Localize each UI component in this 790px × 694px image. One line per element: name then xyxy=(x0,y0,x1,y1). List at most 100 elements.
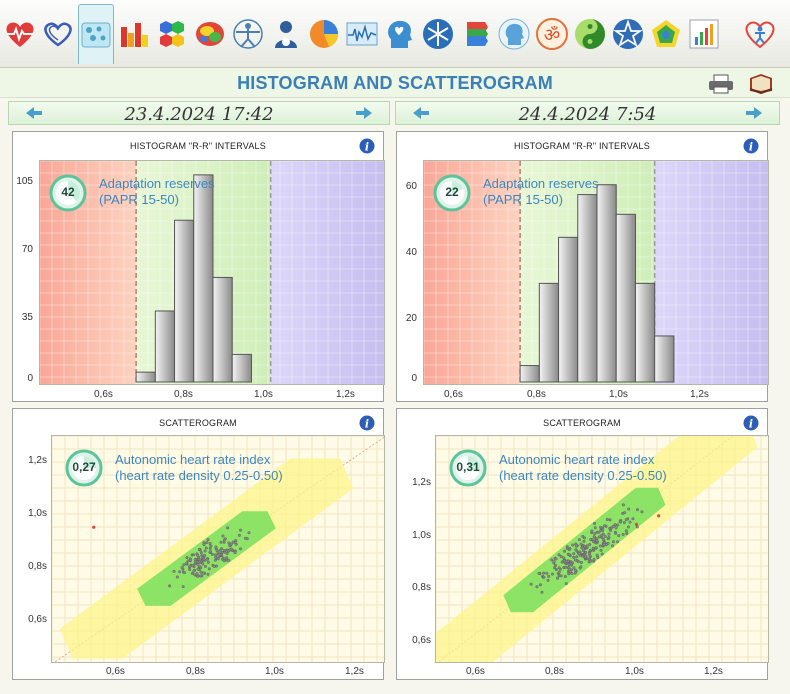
waveform-icon xyxy=(346,22,378,46)
scatter-point xyxy=(229,542,233,546)
legend-line-1: Adaptation reserves xyxy=(483,176,599,191)
scatter-point xyxy=(568,553,572,557)
tool-bar-chart[interactable] xyxy=(116,4,152,64)
scatter-point xyxy=(575,555,579,559)
x-tick: 0,6s xyxy=(94,389,113,400)
tool-heart-pulse[interactable] xyxy=(2,4,38,64)
histogram-plot xyxy=(39,160,385,385)
scatter-point xyxy=(550,558,554,562)
scatter-point xyxy=(572,566,576,570)
tool-heart-person[interactable] xyxy=(742,4,778,64)
scatter-points xyxy=(529,503,644,594)
tool-cells[interactable] xyxy=(78,4,114,64)
scatter-point xyxy=(550,572,554,576)
scatter-point xyxy=(186,559,190,563)
scatter-plot xyxy=(51,435,385,663)
adaptation-value: 42 xyxy=(61,185,75,199)
tool-person[interactable] xyxy=(268,4,304,64)
scatter-point xyxy=(602,538,606,542)
scatter-point xyxy=(214,545,218,549)
x-tick: 1,2s xyxy=(345,666,364,677)
panel-title: HISTOGRAM "R-R" INTERVALS xyxy=(130,141,266,151)
next-arrow-icon[interactable] xyxy=(355,105,373,121)
info-icon[interactable]: i xyxy=(743,138,759,154)
x-tick: 0,6s xyxy=(466,666,485,677)
tool-snowflake[interactable] xyxy=(420,4,456,64)
scatter-point xyxy=(574,542,578,546)
scatter-point xyxy=(594,546,598,550)
scatter-point xyxy=(198,574,202,578)
y-tick: 60 xyxy=(405,181,417,192)
book-icon[interactable] xyxy=(748,72,774,94)
info-icon[interactable]: i xyxy=(359,415,375,431)
session-date: 24.4.2024 7:54 xyxy=(518,104,657,125)
tool-yin-yang[interactable] xyxy=(572,4,608,64)
scatter-point xyxy=(584,550,588,554)
scatter-point xyxy=(603,524,607,528)
scatter-point xyxy=(225,556,229,560)
next-arrow-icon[interactable] xyxy=(745,105,763,121)
y-tick: 105 xyxy=(16,176,33,187)
y-tick: 40 xyxy=(405,247,417,258)
session-date: 23.4.2024 17:42 xyxy=(124,104,274,125)
info-icon[interactable]: i xyxy=(743,415,759,431)
scatter-point xyxy=(193,558,197,562)
person-icon xyxy=(275,21,297,48)
tool-hexagons[interactable] xyxy=(154,4,190,64)
tool-stacked-arrows[interactable] xyxy=(458,4,494,64)
x-tick: 0,6s xyxy=(444,389,463,400)
scatter-point xyxy=(617,534,621,538)
scatter-point xyxy=(598,544,602,548)
head-profile-icon xyxy=(498,18,530,50)
tool-head-profile[interactable] xyxy=(496,4,532,64)
scatter-point xyxy=(595,539,599,543)
previous-arrow-icon[interactable] xyxy=(25,105,43,121)
scatter-point xyxy=(592,540,596,544)
scatter-point xyxy=(611,540,615,544)
scatter-point xyxy=(579,565,583,569)
scatter-point xyxy=(580,546,584,550)
tool-heart-outline[interactable] xyxy=(40,4,76,64)
heart-rate-gauge-icon xyxy=(65,449,103,487)
tool-brain[interactable] xyxy=(192,4,228,64)
tool-om[interactable]: ॐ xyxy=(534,4,570,64)
adaptation-gauge-icon xyxy=(49,174,87,212)
scatter-point xyxy=(199,551,203,555)
legend-text: Adaptation reserves (PAPR 15-50) xyxy=(99,176,215,208)
scatter-point xyxy=(572,555,576,559)
histogram-bar xyxy=(538,282,560,383)
x-tick: 1,0s xyxy=(609,389,628,400)
panel-title: HISTOGRAM "R-R" INTERVALS xyxy=(514,141,650,151)
scatter-point xyxy=(215,549,219,553)
scatter-point xyxy=(203,549,207,553)
x-tick: 1,0s xyxy=(265,666,284,677)
title-bar: HISTOGRAM AND SCATTEROGRAM xyxy=(0,68,790,98)
tool-pentagon[interactable] xyxy=(648,4,684,64)
tool-star[interactable] xyxy=(610,4,646,64)
scatter-point xyxy=(614,526,618,530)
tool-pie-chart[interactable] xyxy=(306,4,342,64)
tool-waveform[interactable] xyxy=(344,4,380,64)
legend-line-2: (PAPR 15-50) xyxy=(99,192,179,207)
scatter-point xyxy=(192,553,196,557)
print-icon[interactable] xyxy=(708,74,734,94)
tool-mini-chart[interactable] xyxy=(686,4,722,64)
scatter-point xyxy=(581,549,585,553)
legend-text: Autonomic heart rate index (heart rate d… xyxy=(499,452,667,484)
x-tick: 0,8s xyxy=(527,389,546,400)
tool-head-heart[interactable] xyxy=(382,4,418,64)
x-tick: 0,8s xyxy=(545,666,564,677)
scatter-point xyxy=(635,508,639,512)
previous-arrow-icon[interactable] xyxy=(412,105,430,121)
info-icon[interactable]: i xyxy=(359,138,375,154)
legend-line-2: (PAPR 15-50) xyxy=(483,192,563,207)
scatter-point xyxy=(192,569,196,573)
scatter-point xyxy=(188,564,192,568)
scatter-point xyxy=(597,530,601,534)
tool-vitruvian[interactable] xyxy=(230,4,266,64)
scatter-point xyxy=(569,568,573,572)
scatter-point xyxy=(222,538,226,542)
scatter-point xyxy=(588,552,592,556)
scatter-point xyxy=(557,553,561,557)
scatter-point xyxy=(590,529,594,533)
